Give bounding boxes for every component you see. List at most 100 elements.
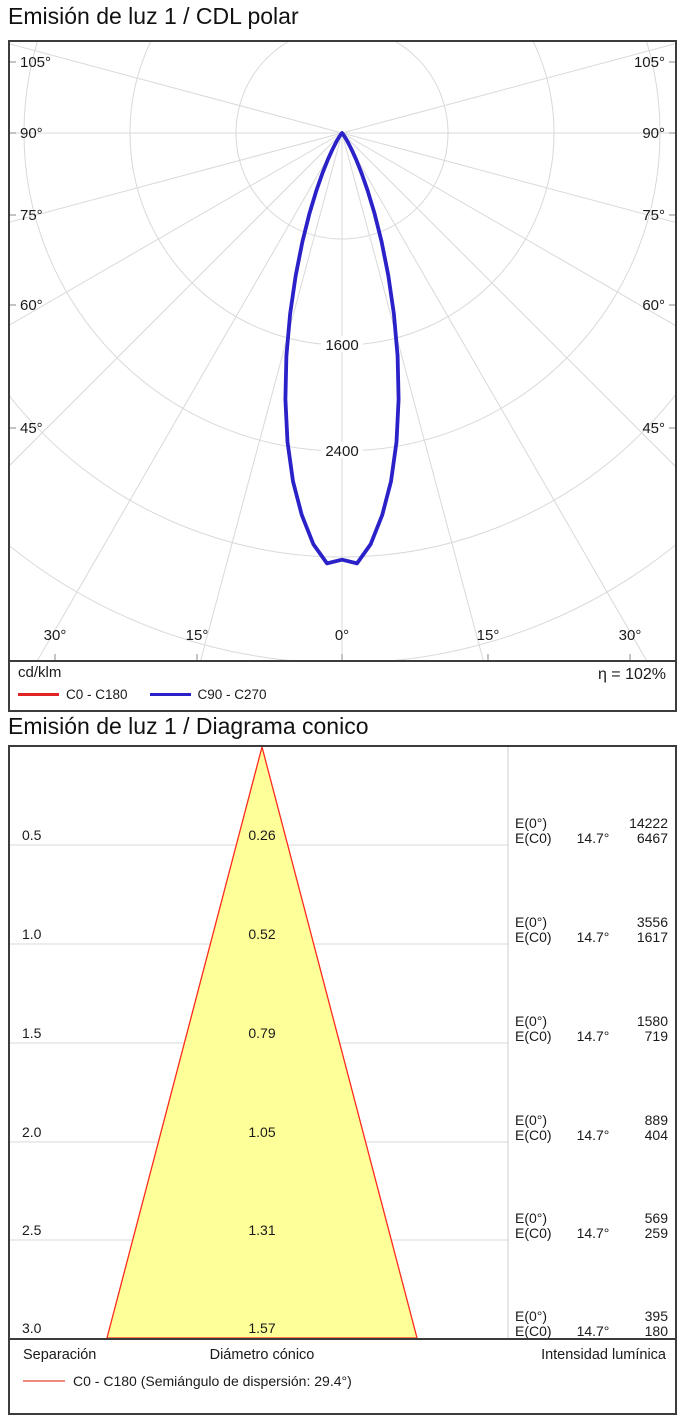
- angle-label-right: 60°: [642, 297, 665, 314]
- separation-value: 2.5: [22, 1222, 42, 1238]
- separation-value: 1.0: [22, 926, 42, 942]
- unit-label: cd/klm: [18, 664, 62, 681]
- ring-label-bg: [321, 442, 363, 458]
- polar-ring-3200: [10, 394, 675, 558]
- ring-value-label: 1600: [325, 337, 358, 354]
- cone-diameter-value: 1.05: [248, 1124, 275, 1140]
- polar-diagram-title: Emisión de luz 1 / CDL polar: [8, 3, 299, 29]
- polar-ray-15: [200, 132, 343, 660]
- polar-curve-c90-c270: [283, 131, 401, 566]
- polar-ray-15: [341, 132, 484, 660]
- polar-ray-30: [341, 132, 647, 660]
- ec0-value: 404: [645, 1127, 669, 1143]
- legend-item: C0 - C180: [18, 687, 128, 702]
- e0-value: 395: [645, 1308, 669, 1324]
- efficiency-value: η = 102%: [597, 666, 666, 683]
- beam-angle-value: 14.7°: [577, 1323, 610, 1338]
- cone-diameter-value: 0.52: [248, 926, 275, 942]
- e0-value: 1580: [637, 1013, 668, 1029]
- footer-separation-label: Separación: [23, 1347, 97, 1363]
- polar-ray-75: [341, 132, 675, 223]
- polar-diagram-frame: 1600 2400 105° 90° 75° 60° 45° 105° 90° 75° 60° 45°…: [8, 40, 677, 712]
- angle-label-right: 75°: [642, 207, 665, 224]
- separation-value: 3.0: [22, 1320, 42, 1336]
- cone-legend-line-swatch: [23, 1380, 65, 1382]
- legend-line-swatch: [18, 693, 59, 696]
- ec0-label: E(C0): [515, 929, 552, 945]
- polar-plot: 1600 2400 105° 90° 75° 60° 45° 105° 90° 75° 60° 45°…: [10, 42, 675, 660]
- cone-legend: C0 - C180 (Semiángulo de dispersión: 29.…: [23, 1373, 352, 1389]
- cone-diameter-value: 1.57: [248, 1320, 275, 1336]
- cone-diameter-value: 1.31: [248, 1222, 275, 1238]
- angle-label-right: 90°: [642, 125, 665, 142]
- ec0-label: E(C0): [515, 1127, 552, 1143]
- separation-value: 0.5: [22, 827, 42, 843]
- legend-item-label: C90 - C270: [197, 687, 267, 702]
- cone-diagram-title: Emisión de luz 1 / Diagrama conico: [8, 713, 369, 739]
- ec0-label: E(C0): [515, 1225, 552, 1241]
- polar-ray-75: [10, 132, 343, 223]
- separation-value: 2.0: [22, 1124, 42, 1140]
- e0-value: 3556: [637, 914, 668, 930]
- cone-diagram-frame: 0.5 0.26 E(0°) 14222 E(C0) 14.7° 6467 1.0 0.52 E(…: [8, 745, 677, 1415]
- separation-value: 1.5: [22, 1025, 42, 1041]
- polar-legend-strip: cd/klm η = 102% C0 - C180 C90 - C270: [10, 660, 675, 710]
- angle-label-left: 45°: [20, 420, 43, 437]
- cone-legend-label: C0 - C180 (Semiángulo de dispersión: 29.…: [73, 1373, 352, 1389]
- angle-label-right: 105°: [634, 54, 665, 71]
- angle-label-bottom: 0°: [335, 627, 349, 644]
- beam-angle-value: 14.7°: [577, 830, 610, 846]
- e0-label: E(0°): [515, 1112, 547, 1128]
- ec0-label: E(C0): [515, 1028, 552, 1044]
- angle-label-bottom: 30°: [44, 627, 67, 644]
- e0-label: E(0°): [515, 1308, 547, 1324]
- cone-plot: 0.5 0.26 E(0°) 14222 E(C0) 14.7° 6467 1.0 0.52 E(…: [10, 747, 669, 1338]
- angle-label-right: 45°: [642, 420, 665, 437]
- e0-value: 569: [645, 1210, 669, 1226]
- ring-value-label: 2400: [325, 443, 358, 460]
- angle-label-left: 60°: [20, 297, 43, 314]
- ec0-value: 719: [645, 1028, 669, 1044]
- legend-item-label: C0 - C180: [66, 687, 128, 702]
- beam-angle-value: 14.7°: [577, 1028, 610, 1044]
- polar-ray-105: [341, 43, 675, 134]
- e0-value: 14222: [629, 815, 668, 831]
- polar-ray-45: [341, 132, 675, 467]
- e0-label: E(0°): [515, 815, 547, 831]
- polar-ring-800: [235, 42, 449, 240]
- polar-legend: C0 - C180 C90 - C270: [18, 687, 289, 702]
- angle-label-left: 90°: [20, 125, 43, 142]
- polar-ray-30: [37, 132, 343, 660]
- angle-label-left: 105°: [20, 54, 51, 71]
- cone-diameter-value: 0.79: [248, 1025, 275, 1041]
- beam-angle-value: 14.7°: [577, 929, 610, 945]
- polar-ray-60: [341, 132, 675, 326]
- ec0-value: 1617: [637, 929, 668, 945]
- ec0-value: 180: [645, 1323, 669, 1338]
- ec0-value: 259: [645, 1225, 669, 1241]
- cone-diameter-value: 0.26: [248, 827, 275, 843]
- angle-label-left: 75°: [20, 207, 43, 224]
- legend-item: C90 - C270: [149, 687, 267, 702]
- beam-angle-value: 14.7°: [577, 1127, 610, 1143]
- polar-ray-45: [10, 132, 343, 466]
- e0-label: E(0°): [515, 1013, 547, 1029]
- e0-label: E(0°): [515, 914, 547, 930]
- ec0-label: E(C0): [515, 830, 552, 846]
- ec0-value: 6467: [637, 830, 668, 846]
- cone-footer: Separación Diámetro cónico Intensidad lu…: [10, 1338, 675, 1411]
- beam-angle-value: 14.7°: [577, 1225, 610, 1241]
- e0-label: E(0°): [515, 1210, 547, 1226]
- polar-ray-105: [10, 43, 343, 134]
- polar-ray-60: [10, 132, 343, 326]
- ec0-label: E(C0): [515, 1323, 552, 1338]
- e0-value: 889: [645, 1112, 669, 1128]
- angle-label-bottom: 15°: [477, 627, 500, 644]
- angle-label-bottom: 15°: [186, 627, 209, 644]
- ring-label-bg: [321, 336, 363, 352]
- legend-line-swatch: [149, 693, 191, 696]
- light-cone-shape: [106, 747, 418, 1338]
- footer-diameter-label: Diámetro cónico: [209, 1347, 315, 1363]
- angle-label-bottom: 30°: [619, 627, 642, 644]
